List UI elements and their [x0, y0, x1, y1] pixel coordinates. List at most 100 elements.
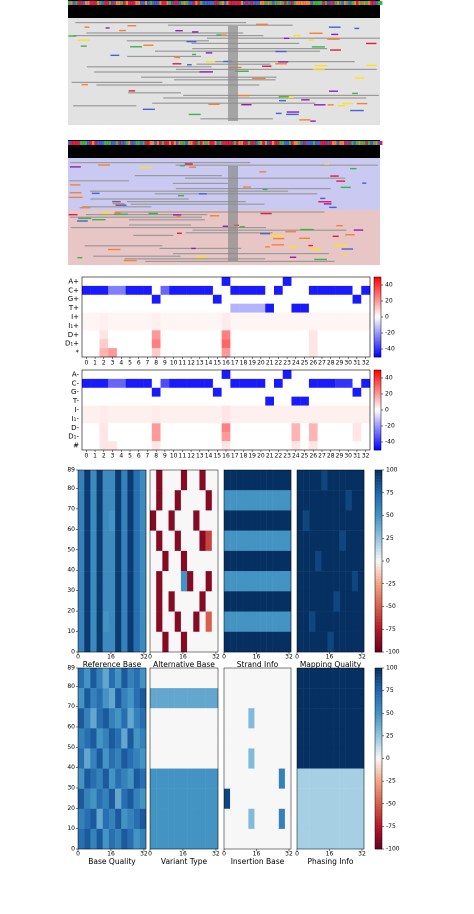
heatmap-cell	[282, 321, 292, 331]
heatmap-cell	[300, 387, 310, 397]
heatmap-cell	[265, 378, 275, 388]
heatmap-cell	[108, 530, 116, 552]
colorbar-tick-label: 75	[386, 489, 394, 496]
heatmap-cell	[115, 530, 122, 552]
x-tick-label: 32	[140, 654, 148, 661]
heatmap-cell	[343, 321, 353, 331]
reference-base	[128, 141, 131, 145]
reference-base	[168, 141, 172, 145]
colorbar-cell	[374, 341, 381, 343]
heatmap-cell	[195, 348, 205, 358]
reference-base	[154, 141, 157, 145]
heatmap-cell	[205, 550, 213, 572]
reference-base	[195, 141, 198, 145]
heatmap-cell	[315, 808, 322, 830]
heatmap-cell	[102, 490, 110, 511]
x-tick-label: 11	[179, 453, 187, 460]
panel-title: Base Quality	[88, 857, 136, 866]
heatmap-cell	[108, 631, 116, 653]
heatmap-cell	[321, 470, 328, 491]
heatmap-cell	[193, 828, 200, 850]
heatmap-cell	[186, 348, 196, 358]
x-tick-label: 2	[102, 453, 106, 460]
heatmap-cell	[121, 708, 128, 729]
y-tick-label: 50	[67, 546, 75, 553]
heatmap-cell	[248, 668, 255, 689]
heatmap-cell	[90, 339, 100, 349]
panel-title: Insertion Base	[231, 857, 285, 866]
heatmap-cell	[239, 321, 249, 331]
heatmap-cell	[297, 708, 304, 729]
heatmap-cell	[187, 828, 194, 850]
read	[173, 253, 329, 255]
heatmap-cell	[102, 571, 110, 592]
heatmap-cell	[99, 423, 109, 433]
colorbar-cell	[375, 749, 382, 753]
heatmap-cell	[266, 748, 273, 769]
heatmap-cell	[168, 808, 175, 830]
heatmap-cell	[274, 303, 283, 313]
reference-base	[101, 141, 104, 145]
heatmap-cell	[150, 808, 157, 830]
heatmap-cell	[143, 321, 153, 331]
heatmap-cell	[343, 414, 353, 424]
heatmap-cell	[204, 321, 214, 331]
heatmap-cell	[300, 303, 310, 313]
heatmap-cell	[254, 748, 261, 769]
colorbar-cell	[374, 390, 381, 392]
colorbar-cell	[374, 375, 381, 377]
read	[94, 71, 211, 73]
heatmap-cell	[247, 387, 257, 397]
heatmap-cell	[78, 550, 85, 572]
read	[86, 214, 208, 216]
heatmap-cell	[102, 591, 110, 612]
heatmap-cell	[108, 339, 118, 349]
heatmap-cell	[178, 378, 187, 388]
colorbar-cell	[375, 794, 382, 799]
heatmap-cell	[239, 294, 249, 304]
heatmap-cell	[352, 441, 362, 451]
heatmap-cell	[121, 788, 128, 809]
read	[124, 258, 266, 260]
heatmap-cell	[199, 788, 206, 809]
heatmap-cell	[116, 330, 126, 340]
reference-base	[312, 1, 316, 5]
heatmap-cell	[133, 510, 141, 531]
heatmap-cell	[116, 370, 126, 380]
reference-base	[365, 141, 368, 145]
heatmap-cell	[247, 330, 257, 340]
mismatch	[265, 246, 270, 248]
heatmap-cell	[274, 321, 283, 331]
heatmap-cell	[99, 441, 109, 451]
heatmap-cell	[309, 470, 316, 491]
heatmap-cell	[151, 414, 161, 424]
heatmap-cell	[195, 432, 205, 442]
reference-base	[183, 1, 186, 5]
heatmap-cell	[343, 405, 353, 415]
heatmap-cell	[248, 530, 255, 552]
heatmap-cell	[150, 591, 157, 612]
heatmap-cell	[143, 277, 153, 287]
heatmap-cell	[204, 312, 214, 322]
heatmap-cell	[308, 294, 318, 304]
heatmap-cell	[274, 370, 283, 380]
heatmap-cell	[236, 530, 243, 552]
colorbar-cell	[375, 557, 382, 562]
colorbar-cell	[375, 606, 382, 610]
heatmap-cell	[204, 294, 214, 304]
reference-base	[272, 141, 275, 145]
heatmap-cell	[309, 490, 316, 511]
heatmap-cell	[212, 370, 222, 380]
reference-base	[72, 141, 76, 145]
x-tick-label: 14	[205, 453, 213, 460]
colorbar-cell	[375, 600, 382, 604]
heatmap-cell	[187, 748, 194, 769]
colorbar-cell	[374, 447, 381, 449]
heatmap-cell	[162, 490, 169, 511]
heatmap-cell	[300, 378, 310, 388]
colorbar-cell	[375, 591, 382, 595]
colorbar-cell	[374, 278, 381, 280]
heatmap-cell	[116, 321, 126, 331]
heatmap-cell	[236, 611, 243, 632]
colorbar-cell	[374, 310, 381, 312]
